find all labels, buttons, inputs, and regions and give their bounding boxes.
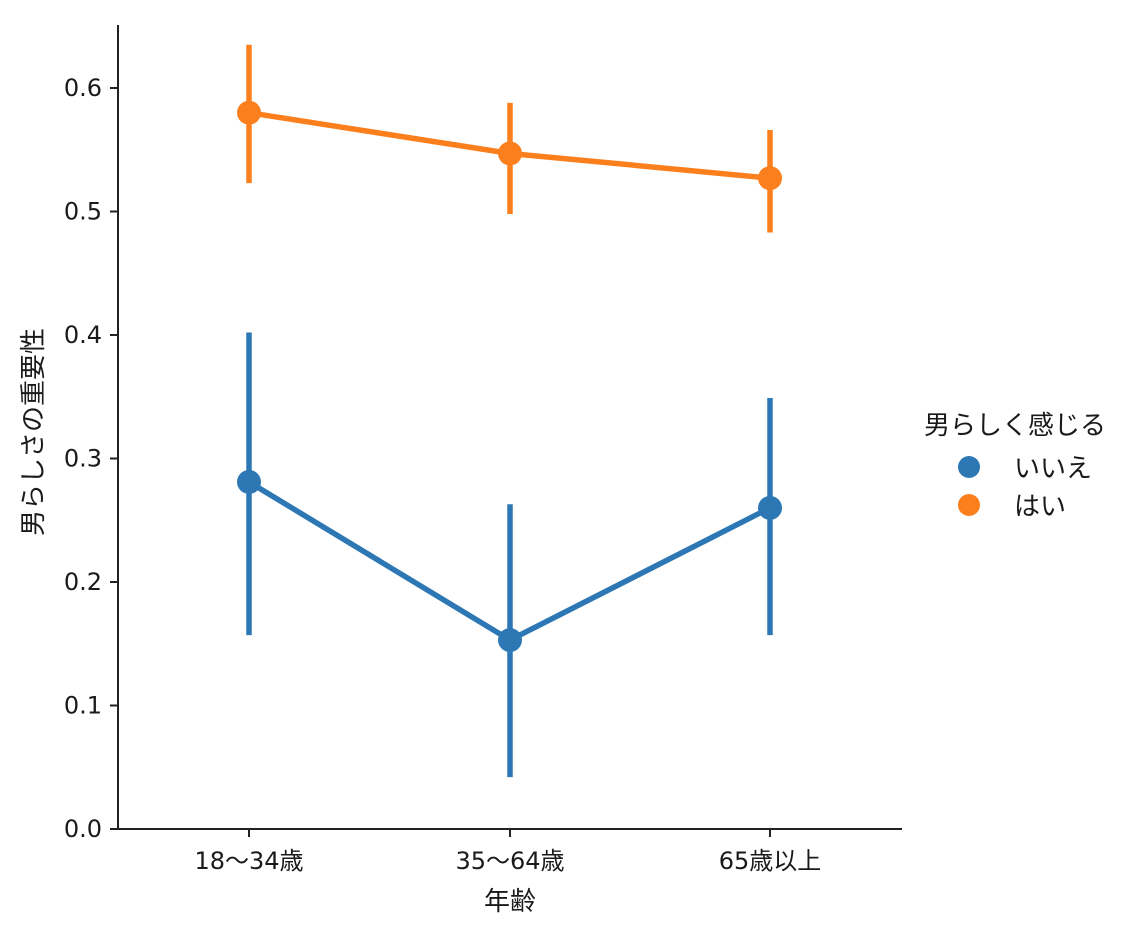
- data-point: [498, 628, 522, 653]
- y-tick-label: 0.1: [64, 692, 102, 720]
- legend-label: いいえ: [1014, 454, 1092, 484]
- y-tick-label: 0.6: [64, 74, 102, 102]
- y-tick-label: 0.3: [64, 445, 102, 473]
- y-axis-label: 男らしさの重要性: [19, 328, 49, 536]
- x-axis-label: 年齢: [484, 887, 536, 917]
- legend-title: 男らしく感じる: [924, 411, 1106, 441]
- y-tick-label: 0.4: [64, 321, 102, 349]
- legend-marker: [958, 456, 980, 478]
- data-point: [237, 469, 261, 494]
- y-tick-label: 0.5: [64, 198, 102, 226]
- x-tick-label: 35〜64歳: [455, 847, 564, 875]
- y-tick-label: 0.2: [64, 568, 102, 596]
- legend-label: はい: [1014, 492, 1066, 522]
- x-ticks: 18〜34歳 35〜64歳 65歳以上: [194, 829, 821, 875]
- y-tick-label: 0.0: [64, 815, 102, 843]
- series-1: [237, 44, 782, 233]
- legend-marker: [958, 494, 980, 516]
- y-ticks: 0.0 0.1 0.2 0.3 0.4 0.5 0.6: [64, 74, 118, 843]
- x-tick-label: 65歳以上: [719, 847, 822, 875]
- x-tick-label: 18〜34歳: [194, 847, 303, 875]
- series-0: [237, 332, 782, 778]
- data-point: [758, 166, 782, 191]
- series: [237, 44, 782, 778]
- data-point: [237, 100, 261, 125]
- data-point: [758, 495, 782, 520]
- data-point: [498, 141, 522, 166]
